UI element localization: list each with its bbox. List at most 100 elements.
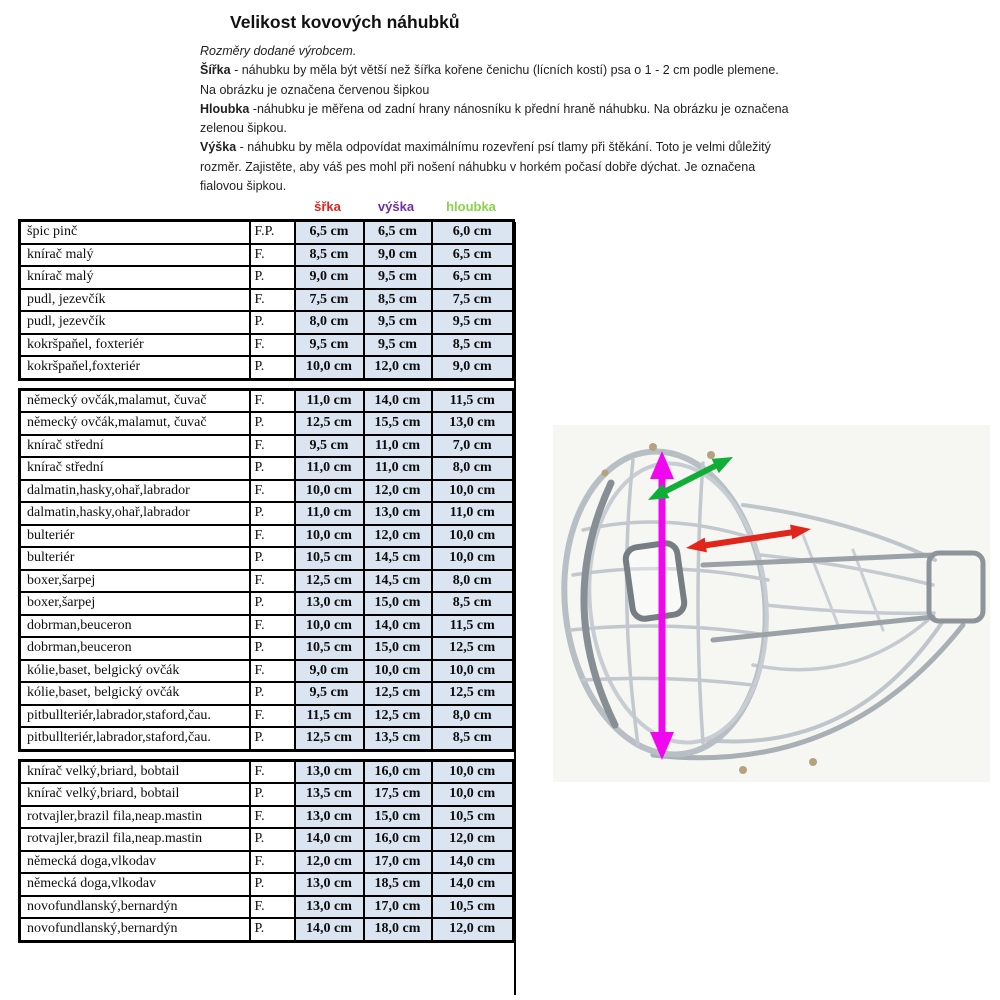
- intro-line: fialovou šipkou.: [200, 179, 980, 198]
- breed-cell: knírač velký,briard, bobtail: [18, 759, 251, 784]
- type-cell: F.: [248, 894, 296, 919]
- depth-cell: 10,5 cm: [430, 894, 515, 919]
- breed-cell: knírač střední: [18, 456, 251, 481]
- type-cell: F.: [248, 242, 296, 267]
- text-run: - náhubku by měla odpovídat maximálnímu …: [236, 140, 771, 155]
- intro-line: Výška - náhubku by měla odpovídat maximá…: [200, 140, 980, 159]
- height-cell: 9,5 cm: [362, 265, 433, 290]
- type-cell: F.: [248, 478, 296, 503]
- type-cell: P.: [248, 355, 296, 380]
- wire-cage: [561, 448, 966, 761]
- depth-cell: 14,0 cm: [430, 849, 515, 874]
- breed-cell: kólie,baset, belgický ovčák: [18, 681, 251, 706]
- table-row: pitbullteriér,labrador,staford,čau. P. 12,…: [18, 726, 515, 751]
- height-cell: 14,0 cm: [362, 388, 433, 413]
- height-cell: 9,5 cm: [362, 310, 433, 335]
- breed-cell: dalmatin,hasky,ohař,labrador: [18, 501, 251, 526]
- type-cell: F.: [248, 433, 296, 458]
- size-table-block: německý ovčák,malamut, čuvač F. 11,0 cm 14,…: [18, 387, 515, 752]
- table-row: kokršpaňel,foxteriér P. 10,0 cm 12,0 cm 9,0 …: [18, 355, 515, 380]
- table-row: německý ovčák,malamut, čuvač F. 11,0 cm 14,…: [18, 388, 515, 413]
- height-cell: 12,5 cm: [362, 703, 433, 728]
- height-cell: 16,0 cm: [362, 759, 433, 784]
- height-cell: 6,5 cm: [362, 219, 433, 245]
- width-cell: 13,0 cm: [293, 804, 365, 829]
- breed-cell: špic pinč: [18, 219, 251, 245]
- breed-cell: rotvajler,brazil fila,neap.mastin: [18, 827, 251, 852]
- table-right-rule: [514, 222, 516, 995]
- depth-cell: 10,0 cm: [430, 658, 515, 683]
- depth-cell: 6,5 cm: [430, 265, 515, 290]
- width-cell: 12,5 cm: [293, 568, 365, 593]
- breed-cell: německá doga,vlkodav: [18, 872, 251, 897]
- table-row: boxer,šarpej P. 13,0 cm 15,0 cm 8,5 cm: [18, 591, 515, 616]
- height-cell: 17,5 cm: [362, 782, 433, 807]
- width-cell: 12,5 cm: [293, 726, 365, 751]
- width-cell: 11,0 cm: [293, 456, 365, 481]
- depth-cell: 10,0 cm: [430, 523, 515, 548]
- depth-cell: 12,0 cm: [430, 917, 515, 942]
- type-cell: P.: [248, 827, 296, 852]
- text-run: Hloubka: [200, 101, 250, 116]
- table-row: rotvajler,brazil fila,neap.mastin P. 14,0 …: [18, 827, 515, 852]
- breed-cell: kokršpaňel, foxteriér: [18, 332, 251, 357]
- depth-cell: 8,5 cm: [430, 726, 515, 751]
- height-cell: 14,0 cm: [362, 613, 433, 638]
- width-cell: 9,5 cm: [293, 681, 365, 706]
- height-cell: 12,0 cm: [362, 355, 433, 380]
- height-arrow: [650, 451, 674, 760]
- depth-cell: 9,5 cm: [430, 310, 515, 335]
- table-row: knírač střední F. 9,5 cm 11,0 cm 7,0 cm: [18, 433, 515, 458]
- width-cell: 9,0 cm: [293, 658, 365, 683]
- table-row: knírač střední P. 11,0 cm 11,0 cm 8,0 cm: [18, 456, 515, 481]
- type-cell: F.: [248, 804, 296, 829]
- table-row: dobrman,beuceron P. 10,5 cm 15,0 cm 12,5 cm: [18, 636, 515, 661]
- height-cell: 15,0 cm: [362, 591, 433, 616]
- breed-cell: novofundlanský,bernardýn: [18, 917, 251, 942]
- table-row: kokršpaňel, foxteriér F. 9,5 cm 9,5 cm 8,5 c…: [18, 332, 515, 357]
- height-cell: 17,0 cm: [362, 849, 433, 874]
- width-arrow: [686, 524, 811, 553]
- table-row: bulteriér P. 10,5 cm 14,5 cm 10,0 cm: [18, 546, 515, 571]
- table-row: novofundlanský,bernardýn P. 14,0 cm 18,0 cm…: [18, 917, 515, 942]
- depth-cell: 8,5 cm: [430, 332, 515, 357]
- breed-cell: boxer,šarpej: [18, 591, 251, 616]
- type-cell: P.: [248, 636, 296, 661]
- table-row: knírač malý P. 9,0 cm 9,5 cm 6,5 cm: [18, 265, 515, 290]
- height-cell: 14,5 cm: [362, 546, 433, 571]
- height-cell: 18,5 cm: [362, 872, 433, 897]
- page-title: Velikost kovových náhubků: [230, 12, 460, 32]
- type-cell: F.P.: [248, 219, 296, 245]
- height-cell: 16,0 cm: [362, 827, 433, 852]
- rivets: [601, 443, 817, 774]
- depth-cell: 10,0 cm: [430, 782, 515, 807]
- height-cell: 11,0 cm: [362, 433, 433, 458]
- width-cell: 13,5 cm: [293, 782, 365, 807]
- width-cell: 14,0 cm: [293, 827, 365, 852]
- width-cell: 14,0 cm: [293, 917, 365, 942]
- table-row: dalmatin,hasky,ohař,labrador F. 10,0 cm 12,…: [18, 478, 515, 503]
- height-cell: 9,0 cm: [362, 242, 433, 267]
- type-cell: P.: [248, 726, 296, 751]
- type-cell: P.: [248, 456, 296, 481]
- type-cell: F.: [248, 703, 296, 728]
- table-row: německá doga,vlkodav F. 12,0 cm 17,0 cm 14,0…: [18, 849, 515, 874]
- width-cell: 11,0 cm: [293, 388, 365, 413]
- width-cell: 13,0 cm: [293, 591, 365, 616]
- intro-line: rozměr. Zajistěte, aby váš pes mohl při …: [200, 160, 980, 179]
- text-run: -náhubku je měřena od zadní hrany nánosn…: [249, 101, 789, 116]
- depth-cell: 8,0 cm: [430, 568, 515, 593]
- text-run: fialovou šipkou.: [200, 179, 287, 194]
- intro-line: Rozměry dodané výrobcem.: [200, 44, 980, 63]
- depth-cell: 8,0 cm: [430, 456, 515, 481]
- height-cell: 9,5 cm: [362, 332, 433, 357]
- buckle: [622, 540, 688, 622]
- height-cell: 12,0 cm: [362, 523, 433, 548]
- intro-text: Rozměry dodané výrobcem. Šířka - náhubku …: [200, 44, 980, 198]
- table-row: novofundlanský,bernardýn F. 13,0 cm 17,0 cm…: [18, 894, 515, 919]
- breed-cell: pudl, jezevčík: [18, 310, 251, 335]
- width-cell: 6,5 cm: [293, 219, 365, 245]
- table-row: knírač velký,briard, bobtail F. 13,0 cm 16,…: [18, 759, 515, 784]
- text-run: zelenou šipkou.: [200, 121, 287, 136]
- depth-cell: 10,5 cm: [430, 804, 515, 829]
